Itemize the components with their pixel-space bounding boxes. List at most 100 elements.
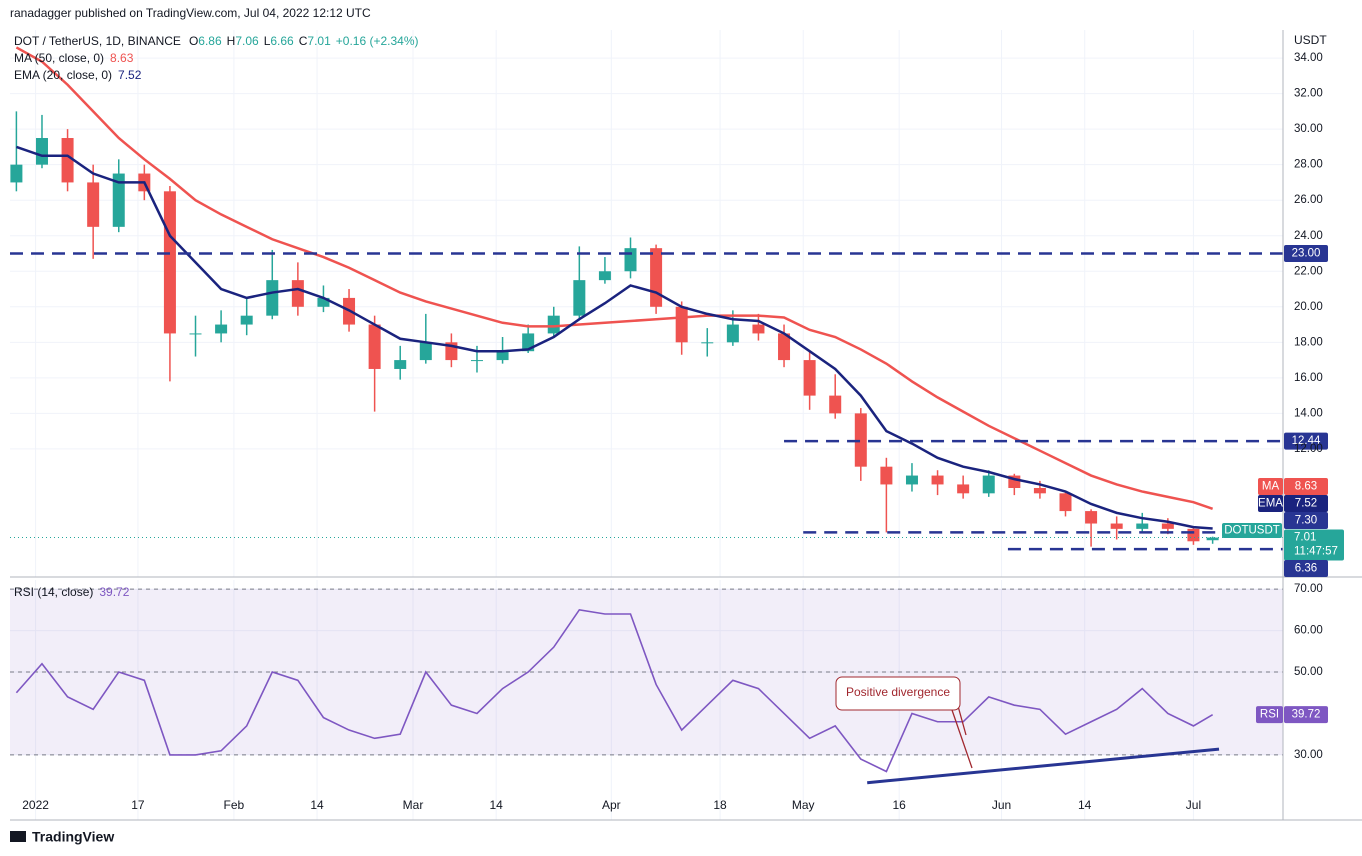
level-tag: 12.44 [1292, 435, 1321, 447]
callout-pointer [957, 705, 967, 736]
legend-name: RSI (14, close) [14, 585, 93, 599]
unit-label: USDT [1294, 33, 1327, 47]
legend-entry: EMA (20, close, 0) 7.52 [14, 68, 142, 82]
candle-body [624, 248, 637, 272]
legend-title: DOT / TetherUS, 1D, BINANCE O6.86 H7.06 L6.… [14, 34, 419, 48]
x-tick-label: 14 [310, 798, 324, 812]
candle-body [957, 484, 970, 494]
x-tick-label: Jul [1186, 798, 1201, 812]
candle-body [419, 342, 432, 361]
rsi-line [15, 608, 1214, 773]
series-value-tag: 39.72 [1292, 709, 1321, 721]
x-tick-label: Apr [602, 798, 621, 812]
candle-body [1161, 523, 1174, 529]
logo-text: TradingView [32, 829, 114, 845]
x-tick-label: 16 [893, 798, 907, 812]
price-layer [10, 46, 1283, 551]
x-tick-label: May [792, 798, 815, 812]
y-tick-label: 24.00 [1294, 230, 1323, 242]
y-tick-label: 14.00 [1294, 407, 1323, 419]
x-tick-label: Mar [403, 798, 424, 812]
level-tag: 23.00 [1292, 248, 1321, 260]
legend-name: MA (50, close, 0) [14, 51, 104, 65]
x-tick-label: 2022 [22, 798, 49, 812]
candle-body [87, 182, 100, 227]
candle-body [931, 475, 944, 485]
series-value-tag-box [1284, 478, 1328, 496]
level-tag-box [1284, 512, 1328, 530]
candle-body [1206, 537, 1219, 541]
candle-body [1033, 487, 1046, 494]
legend-name: EMA (20, close, 0) [14, 68, 112, 82]
y-tick-label: 12.00 [1294, 443, 1323, 455]
candle-body [1187, 528, 1200, 542]
x-tick-label: 18 [713, 798, 727, 812]
candle-body [61, 138, 74, 183]
symbol: DOT / TetherUS, 1D, BINANCE [14, 34, 181, 48]
ohlc-value: 6.66 [270, 34, 294, 48]
ohlc-label: O [189, 34, 198, 48]
series-tag-box [1258, 495, 1283, 513]
series-value-tag: 8.63 [1295, 481, 1317, 493]
logo-mark [10, 831, 26, 842]
level-tag: 6.36 [1295, 563, 1317, 575]
legend-entry: MA (50, close, 0) 8.63 [14, 51, 134, 65]
x-tick-label: 14 [1078, 798, 1092, 812]
y-tick-label: 30.00 [1294, 749, 1323, 761]
candle-body [829, 395, 842, 414]
candle-body [701, 342, 714, 344]
candle-body [726, 324, 739, 343]
x-tick-label: Jun [992, 798, 1011, 812]
candle-body [368, 324, 381, 369]
callout-pointer [951, 709, 973, 769]
trendline [867, 747, 1220, 785]
y-tick-label: 16.00 [1294, 372, 1323, 384]
legend-entry: RSI (14, close) 39.72 [14, 585, 130, 599]
callout-box [835, 676, 961, 711]
series-value-tag: 7.52 [1295, 498, 1317, 510]
y-tick-label: 30.00 [1294, 123, 1323, 135]
ohlc-label: C [299, 34, 308, 48]
series-tag: MA [1262, 481, 1280, 493]
level-tag: 7.30 [1295, 515, 1317, 527]
y-tick-label: 20.00 [1294, 301, 1323, 313]
ticker-tag-box [1222, 523, 1282, 539]
candle-body [1136, 523, 1149, 529]
countdown: 11:47:57 [1294, 546, 1338, 558]
candle-body [598, 271, 611, 281]
rsi-layer [10, 588, 1283, 773]
rsi-band [10, 589, 1283, 755]
candle-body [1085, 511, 1098, 524]
ohlc-value: 6.86 [198, 34, 222, 48]
tag-layer: DOTUSDT 7.01 11:47:57 23.00 12.44 7.30 6.36 EMA… [1222, 244, 1344, 724]
ticker-tag: DOTUSDT [1224, 525, 1280, 537]
candle-body [982, 475, 995, 494]
price-tag-box [1284, 529, 1344, 561]
candle-body [291, 280, 304, 307]
level-tag-box [1284, 244, 1328, 262]
candle-body [650, 248, 663, 307]
ohlc-value: 7.06 [235, 34, 259, 48]
candle-body [35, 138, 48, 165]
candle-body [778, 333, 791, 361]
y-tick-label: 18.00 [1294, 336, 1323, 348]
candle-body [10, 164, 23, 183]
candle-body [880, 466, 893, 485]
legend-value: 39.72 [99, 585, 129, 599]
indicator-line [15, 145, 1213, 530]
series-tag: RSI [1260, 709, 1279, 721]
logo: TradingView [10, 829, 114, 845]
series-value-tag-box [1284, 495, 1328, 513]
candle-body [547, 315, 560, 334]
y-tick-label: 60.00 [1294, 625, 1323, 637]
candle-body [1059, 493, 1072, 512]
candle-body [1110, 523, 1123, 529]
candle-body [470, 360, 483, 362]
y-tick-label: 34.00 [1294, 52, 1323, 64]
y-tick-label: 26.00 [1294, 194, 1323, 206]
ohlc-label: H [227, 34, 236, 48]
y-tick-label: 22.00 [1294, 265, 1323, 277]
candle-body [496, 351, 509, 361]
